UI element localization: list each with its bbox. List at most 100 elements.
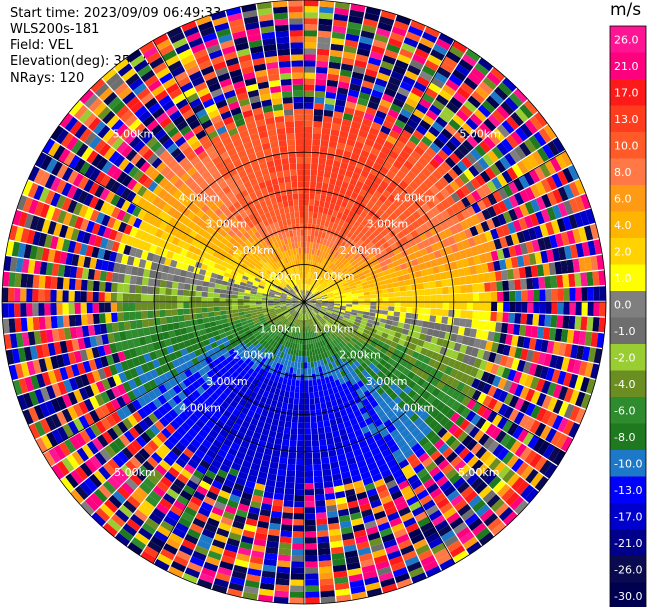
velocity-gate [333,292,340,296]
velocity-gate [508,408,520,422]
velocity-gate [276,566,291,574]
velocity-gate [319,340,324,348]
velocity-gate [110,411,122,424]
velocity-gate [481,208,492,221]
velocity-gate [135,276,143,285]
velocity-gate [316,284,322,290]
velocity-gate [324,426,332,434]
velocity-gate [287,322,292,329]
velocity-gate [41,371,52,386]
velocity-gate [205,449,217,459]
velocity-gate [315,322,320,329]
velocity-gate [207,307,214,313]
velocity-gate [369,351,378,359]
velocity-gate [171,295,178,302]
velocity-gate [466,293,474,302]
velocity-gate [253,319,260,325]
velocity-gate [228,348,236,356]
velocity-gate [351,293,359,297]
velocity-gate [296,452,304,460]
velocity-gate [186,479,199,491]
velocity-gate [259,319,267,324]
velocity-gate [514,145,527,160]
velocity-gate [319,270,324,277]
velocity-gate [304,380,309,387]
velocity-gate [307,362,311,369]
velocity-gate [50,289,57,302]
velocity-gate [400,302,407,307]
velocity-gate [355,53,369,63]
velocity-gate [578,257,587,272]
velocity-gate [306,325,309,333]
velocity-gate [439,416,450,427]
velocity-gate [74,485,89,501]
velocity-gate [550,314,558,328]
velocity-gate [331,166,340,174]
velocity-gate [312,452,321,459]
velocity-gate [322,121,332,129]
velocity-gate [515,480,530,496]
velocity-gate [389,374,398,383]
velocity-gate [307,306,313,312]
velocity-gate [465,375,476,387]
velocity-gate [163,455,175,467]
velocity-gate [367,172,376,182]
velocity-gate [304,501,315,508]
velocity-gate [493,353,503,365]
velocity-gate [569,302,576,316]
velocity-gate [26,303,33,317]
velocity-gate [341,118,352,127]
velocity-gate [260,382,268,391]
velocity-gate [310,286,315,293]
velocity-gate [311,324,315,331]
velocity-gate [282,377,288,385]
velocity-gate [307,235,311,242]
velocity-gate [481,330,489,341]
velocity-gate [376,225,385,233]
velocity-gate [444,245,454,255]
velocity-gate [386,424,397,434]
velocity-gate [363,431,373,440]
velocity-gate [356,459,367,469]
velocity-gate [330,314,338,319]
velocity-gate [388,302,395,307]
velocity-gate [183,484,196,496]
velocity-gate [486,206,497,218]
velocity-gate [304,217,309,224]
velocity-gate [519,123,533,138]
velocity-gate [74,314,82,326]
velocity-gate [271,449,281,458]
velocity-gate [44,190,56,205]
velocity-gate [333,230,340,238]
velocity-gate [378,275,386,282]
velocity-gate [395,501,409,512]
velocity-gate [497,187,509,200]
velocity-gate [221,359,229,367]
velocity-gate [314,268,319,275]
velocity-gate [376,387,385,396]
velocity-gate [239,317,247,323]
velocity-gate [250,346,258,354]
velocity-gate [492,444,505,458]
velocity-gate [391,234,400,243]
velocity-gate [310,254,314,261]
velocity-gate [292,410,299,417]
velocity-gate [140,431,152,444]
velocity-gate [33,404,45,420]
velocity-gate [321,296,328,300]
velocity-gate [44,174,56,189]
velocity-gate [586,316,594,332]
velocity-gate [484,167,496,180]
velocity-gate [368,331,376,338]
velocity-gate [279,316,286,322]
velocity-gate [433,153,445,165]
velocity-gate [531,350,541,364]
velocity-gate [427,54,442,67]
velocity-gate [330,315,337,320]
velocity-gate [241,420,250,429]
velocity-gate [175,457,187,469]
velocity-gate [226,263,234,271]
velocity-gate [569,287,576,301]
velocity-gate [254,358,262,366]
velocity-gate [352,324,360,330]
